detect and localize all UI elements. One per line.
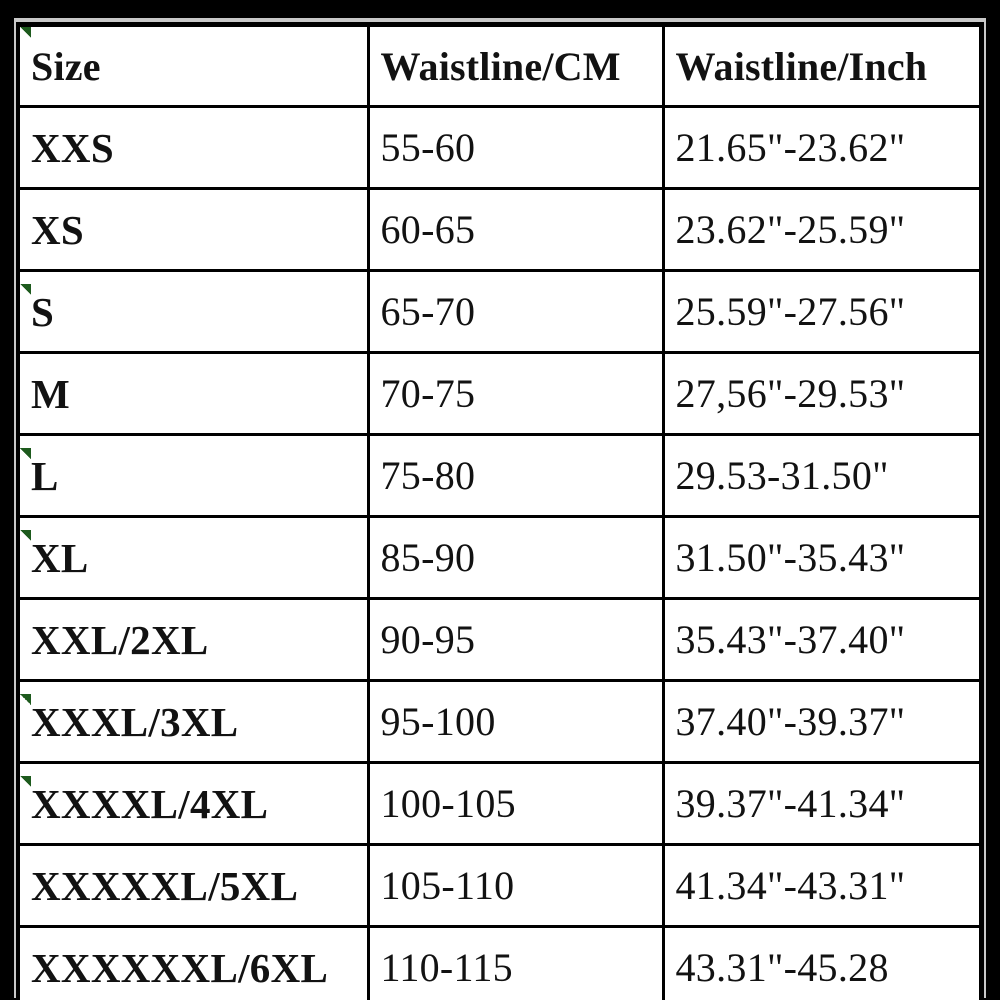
table-row: XXS 55-60 21.65"-23.62" [20, 106, 979, 190]
cell-size: XXS [20, 106, 370, 190]
table-row: XS 60-65 23.62"-25.59" [20, 188, 979, 272]
cell-size: XXXXXL/5XL [20, 844, 370, 928]
table-row: XL 85-90 31.50"-35.43" [20, 516, 979, 600]
cell-waistline-inch: 43.31"-45.28 [675, 945, 889, 990]
cell-waistline-cm: 55-60 [368, 106, 665, 190]
cell-size: XXL/2XL [20, 598, 370, 682]
column-header-cm: Waistline/CM [368, 27, 665, 108]
cell-waistline-cm: 85-90 [368, 516, 665, 600]
cell-waistline-cm: 100-105 [368, 762, 665, 846]
table-row: XXXXL/4XL 100-105 39.37"-41.34" [20, 762, 979, 846]
cell-waistline-inch: 29.53-31.50" [663, 434, 979, 518]
table-row: XXXL/3XL 95-100 37.40"-39.37" [20, 680, 979, 764]
table-row: M 70-75 27,56"-29.53" [20, 352, 979, 436]
cell-waistline-inch: 21.65"-23.62" [663, 106, 979, 190]
cell-size: M [20, 352, 370, 436]
table-header: Size Waistline/CM Waistline/Inch [20, 27, 979, 108]
cell-waistline-cm: 60-65 [368, 188, 665, 272]
cell-waistline-inch: 41.34"-43.31" [663, 844, 979, 928]
table-row: S 65-70 25.59"-27.56" [20, 270, 979, 354]
cell-size: XXXXL/4XL [20, 762, 370, 846]
cell-waistline-inch: 31.50"-35.43" [663, 516, 979, 600]
cell-waistline-cm: 70-75 [368, 352, 665, 436]
column-header-inch: Waistline/Inch [663, 27, 979, 108]
cell-size: S [20, 270, 370, 354]
cell-size: XXXL/3XL [20, 680, 370, 764]
table-row: XXL/2XL 90-95 35.43"-37.40" [20, 598, 979, 682]
cell-size: XS [20, 188, 370, 272]
cell-waistline-cm: 75-80 [368, 434, 665, 518]
cell-waistline-cm: 95-100 [368, 680, 665, 764]
column-header-size: Size [20, 27, 370, 108]
cell-waistline-inch: 25.59"-27.56" [663, 270, 979, 354]
table-body: XXS 55-60 21.65"-23.62" XS 60-65 23.62"-… [20, 106, 979, 1000]
cell-waistline-inch: 23.62"-25.59" [663, 188, 979, 272]
cell-waistline-inch: 39.37"-41.34" [663, 762, 979, 846]
header-row: Size Waistline/CM Waistline/Inch [20, 27, 979, 108]
table-row: L 75-80 29.53-31.50" [20, 434, 979, 518]
cell-waistline-cm: 90-95 [368, 598, 665, 682]
table-row: XXXXXL/5XL 105-110 41.34"-43.31" [20, 844, 979, 928]
cell-waistline-cm: 65-70 [368, 270, 665, 354]
cell-waistline-cm: 110-115 [368, 926, 665, 1000]
size-chart-container: Size Waistline/CM Waistline/Inch XXS 55-… [16, 22, 984, 1000]
size-chart-table: Size Waistline/CM Waistline/Inch XXS 55-… [20, 27, 979, 1000]
cell-waistline-cm: 105-110 [368, 844, 665, 928]
cell-size: L [20, 434, 370, 518]
cell-waistline-inch: 35.43"-37.40" [663, 598, 979, 682]
cell-waistline-inch: 37.40"-39.37" [663, 680, 979, 764]
table-row: XXXXXXL/6XL 110-115 43.31"-45.28 [20, 926, 979, 1000]
cell-waistline-inch: 27,56"-29.53" [663, 352, 979, 436]
cell-size: XL [20, 516, 370, 600]
cell-size: XXXXXXL/6XL [20, 926, 370, 1000]
